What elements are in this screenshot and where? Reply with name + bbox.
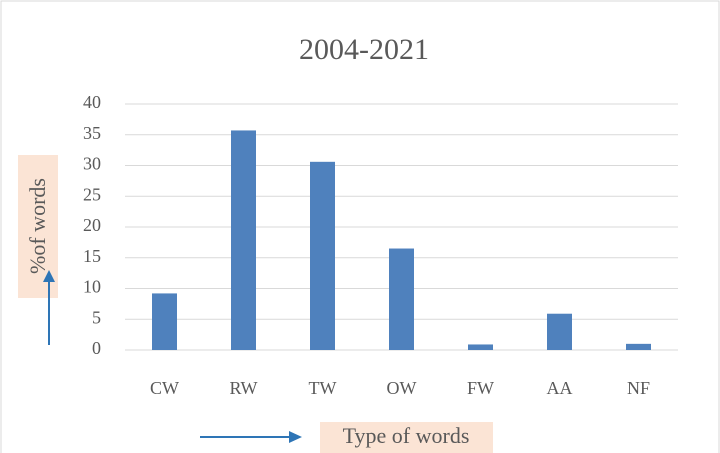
bar bbox=[468, 344, 493, 350]
y-tick-label: 10 bbox=[83, 277, 101, 297]
y-tick-label: 25 bbox=[83, 184, 101, 204]
y-tick-label: 20 bbox=[83, 215, 101, 235]
bar bbox=[547, 313, 572, 350]
bar bbox=[231, 130, 256, 350]
x-tick-label: NF bbox=[627, 378, 650, 398]
x-tick-label: TW bbox=[309, 378, 337, 398]
bar bbox=[626, 343, 651, 350]
x-tick-label: OW bbox=[387, 378, 417, 398]
chart-title: 2004-2021 bbox=[299, 33, 429, 66]
x-tick-label: RW bbox=[229, 378, 257, 398]
x-tick-label: CW bbox=[150, 378, 179, 398]
y-label-box bbox=[18, 155, 58, 298]
bar bbox=[389, 248, 414, 350]
y-tick-label: 5 bbox=[92, 307, 101, 327]
x-arrow-head bbox=[289, 431, 302, 443]
bar bbox=[310, 161, 335, 350]
y-tick-label: 15 bbox=[83, 246, 101, 266]
y-arrow-head bbox=[43, 270, 55, 282]
x-tick-label: FW bbox=[467, 378, 494, 398]
bar bbox=[152, 293, 177, 350]
y-tick-label: 0 bbox=[92, 338, 101, 358]
x-label-box bbox=[320, 422, 493, 453]
y-tick-label: 30 bbox=[83, 154, 101, 174]
x-tick-label: AA bbox=[547, 378, 573, 398]
y-axis-label: %of words bbox=[25, 178, 50, 274]
x-axis-label: Type of words bbox=[343, 423, 470, 448]
y-tick-label: 35 bbox=[83, 123, 101, 143]
y-tick-label: 40 bbox=[83, 92, 101, 112]
